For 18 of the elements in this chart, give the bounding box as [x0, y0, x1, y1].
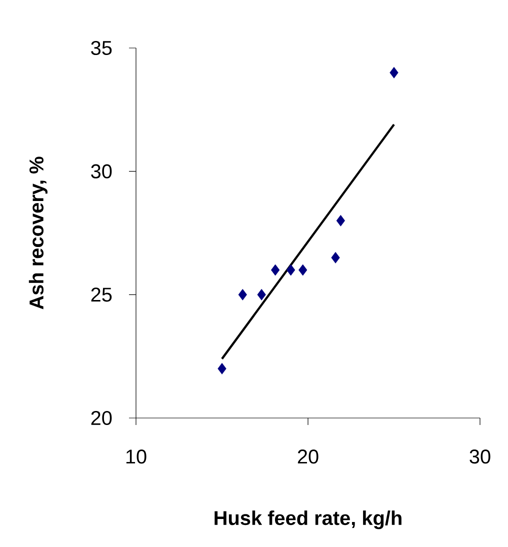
- point: [336, 214, 346, 226]
- point: [257, 288, 266, 300]
- point: [270, 264, 280, 276]
- point: [238, 288, 247, 300]
- point: [331, 252, 340, 264]
- y-tick-label: 20: [91, 410, 112, 426]
- y-tick-label: 30: [91, 164, 112, 178]
- point: [218, 362, 226, 374]
- y-axis-title: Ash recovery, %: [28, 156, 48, 310]
- point: [298, 264, 308, 276]
- x-tick-label: 20: [298, 450, 318, 464]
- x-tick-label: 30: [470, 450, 490, 464]
- point: [390, 66, 398, 78]
- x-tick-label: 10: [126, 450, 146, 464]
- point: [286, 264, 296, 276]
- y-tick-label: 25: [91, 288, 112, 302]
- x-axis-title: Husk feed rate, kg/h: [214, 510, 402, 530]
- y-tick-label: 35: [91, 40, 112, 56]
